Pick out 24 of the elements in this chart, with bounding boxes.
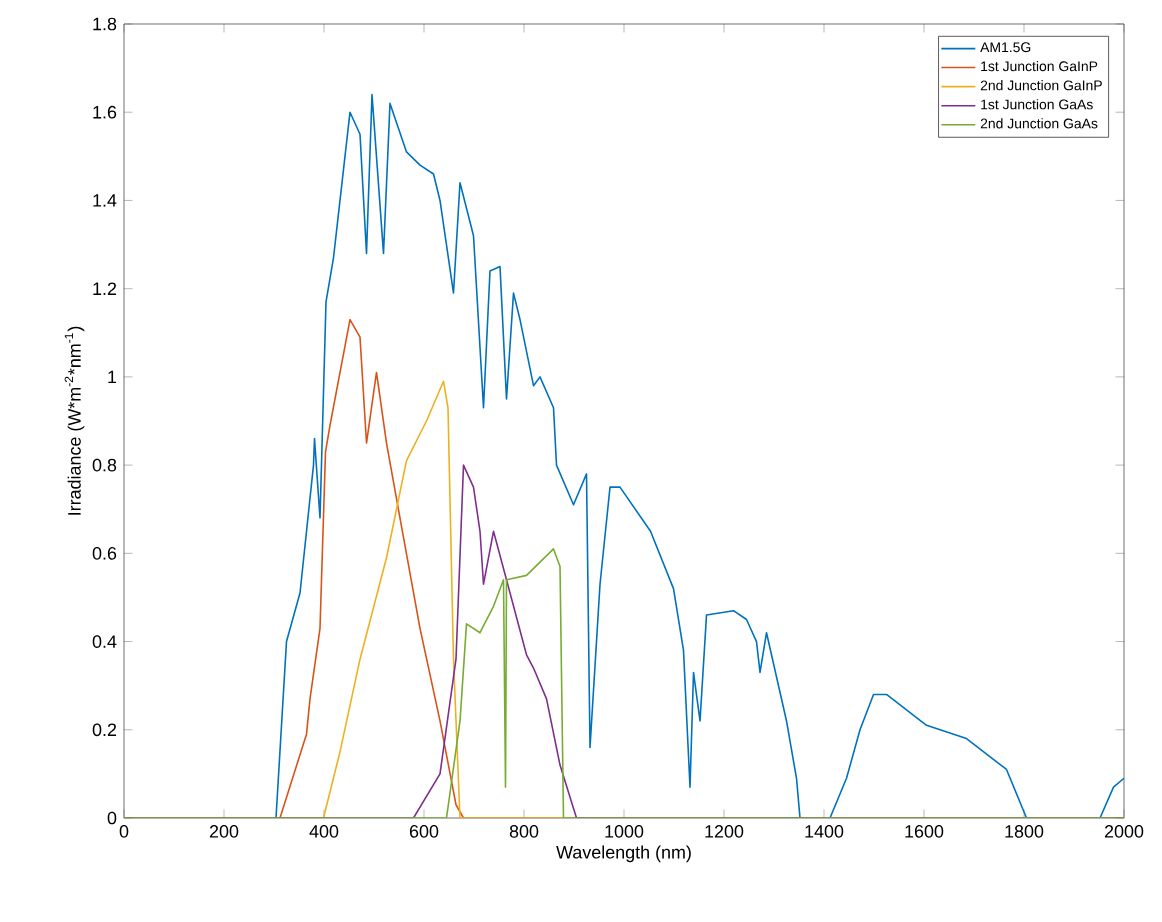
x-axis-title: Wavelength (nm) (556, 845, 691, 863)
x-tick-label: 800 (509, 825, 539, 838)
y-tick-label: 0.2 (92, 723, 117, 737)
y-tick-label: 1 (108, 370, 117, 384)
y-tick-label: 1.4 (93, 194, 117, 207)
y-tick-label: 0.6 (92, 546, 117, 560)
y-tick-label: 0.4 (92, 635, 117, 648)
y-tick-label: 1.8 (93, 17, 117, 31)
y-axis-title: Irradiance (W*m$^{-2}$*nm$^{-1}$) (64, 326, 85, 515)
x-tick-label: 1600 (905, 825, 944, 838)
y-tick-label: 1.6 (93, 105, 117, 119)
x-tick-label: 400 (309, 825, 339, 838)
line-series (124, 548, 1125, 818)
x-tick-label: 2000 (1104, 825, 1144, 838)
x-tick-label: 1200 (705, 825, 744, 838)
x-tick-label: 1400 (805, 825, 844, 838)
y-tick-label: 0.8 (92, 458, 117, 472)
x-tick-label: 600 (409, 825, 439, 838)
x-tick-label: 0 (119, 825, 129, 838)
y-tick-label: 0 (107, 811, 117, 825)
x-tick-label: 200 (209, 825, 239, 838)
x-tick-label: 1800 (1005, 825, 1044, 838)
x-tick-label: 1000 (605, 825, 644, 838)
y-tick-label: 1.2 (93, 282, 117, 295)
